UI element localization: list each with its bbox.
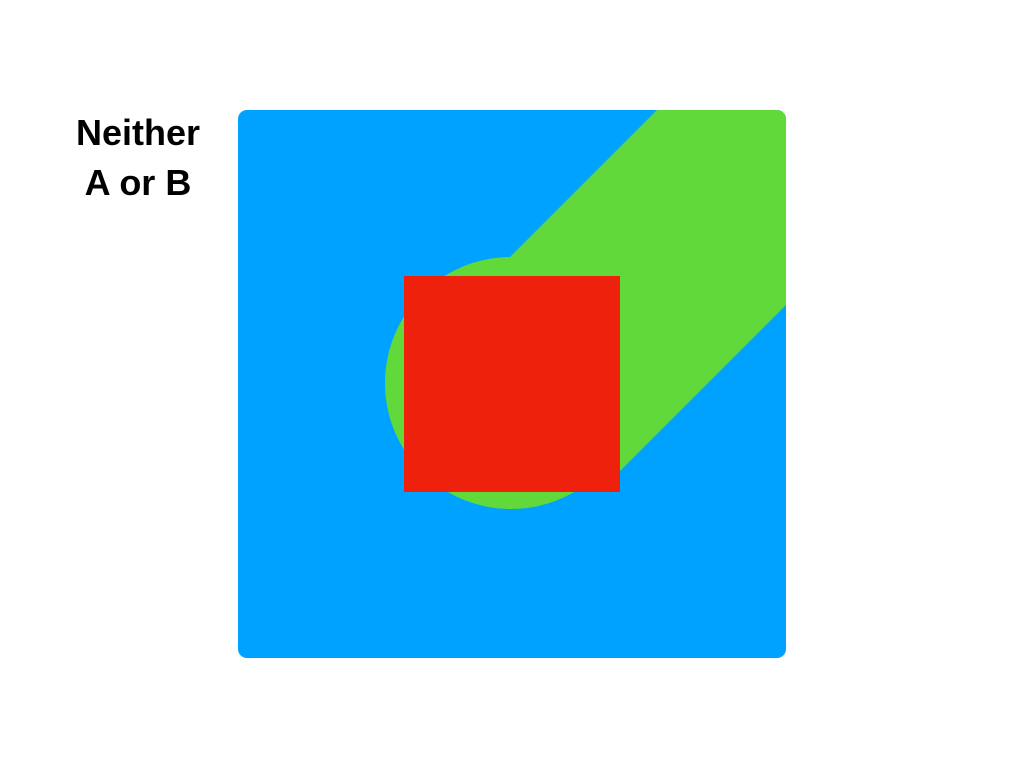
caption: Neither A or B xyxy=(56,108,220,208)
caption-line-2: A or B xyxy=(84,162,192,203)
red-square xyxy=(404,276,620,492)
overlap-figure-canvas xyxy=(238,110,786,658)
caption-line-1: Neither xyxy=(75,112,201,153)
overlap-figure xyxy=(238,110,786,658)
